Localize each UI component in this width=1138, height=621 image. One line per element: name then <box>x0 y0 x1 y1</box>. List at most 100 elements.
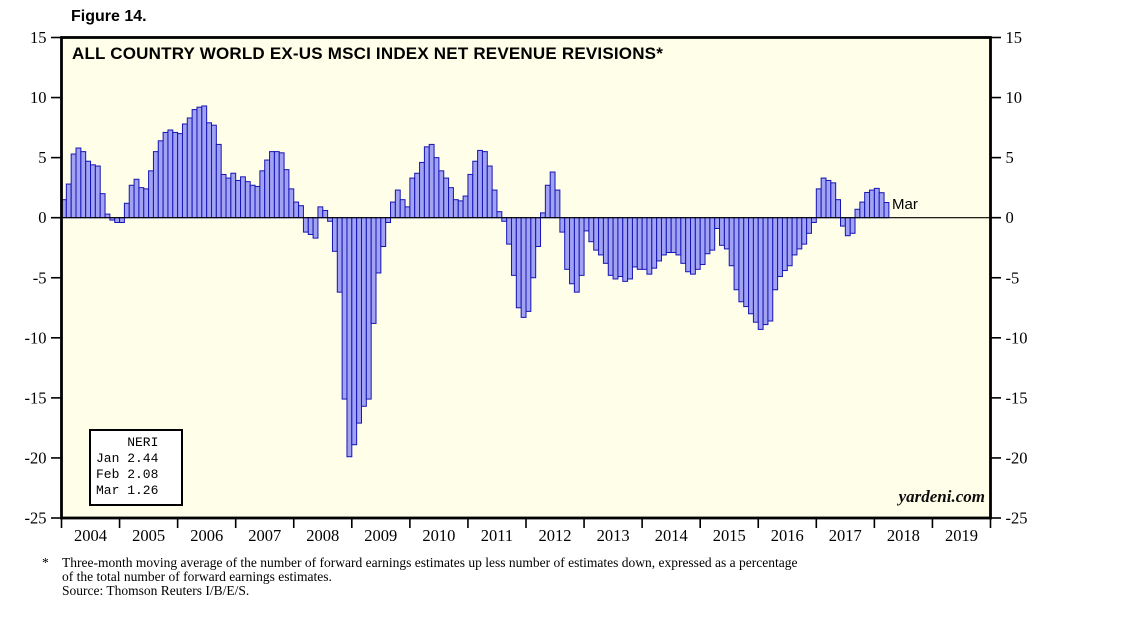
bar-2006-9 <box>215 143 222 219</box>
y-tick-label-left: -5 <box>33 268 47 287</box>
bar-2009-5 <box>370 217 377 324</box>
bar-2008-7 <box>322 209 329 219</box>
bar-2006-6 <box>201 105 208 219</box>
bar-2005-11 <box>167 129 174 219</box>
legend-row-feb: Feb 2.08 <box>96 467 159 482</box>
bar-2006-8 <box>210 124 217 219</box>
bar-2015-8 <box>733 217 740 291</box>
footnote-line-2: of the total number of forward earnings … <box>62 569 332 584</box>
bar-2008-10 <box>336 217 343 293</box>
bar-2004-8 <box>94 165 101 219</box>
bar-2012-5 <box>544 184 551 219</box>
bar-2012-10 <box>569 217 575 285</box>
x-year-label-2004: 2004 <box>74 526 107 545</box>
bar-2005-1 <box>119 217 125 223</box>
bar-2005-4 <box>133 178 140 219</box>
bar-2004-6 <box>85 160 92 219</box>
bar-2016-8 <box>791 217 798 256</box>
bar-2004-7 <box>90 164 96 219</box>
y-tick-label-left: 5 <box>38 148 46 167</box>
bar-2009-1 <box>351 217 358 446</box>
bar-2007-8 <box>269 151 275 219</box>
x-axis: 2004 2005 2006 2007 2008 2009 2010 2011 2012 2013… <box>60 519 992 545</box>
bar-2004-4 <box>75 147 82 219</box>
bar-2005-8 <box>152 151 159 219</box>
bar-2016-10 <box>801 217 808 245</box>
bar-2006-7 <box>206 122 213 219</box>
bar-2010-3 <box>419 161 425 219</box>
bar-2009-8 <box>385 217 392 223</box>
bar-2017-1 <box>815 188 822 219</box>
bar-2011-10 <box>510 217 517 276</box>
y-tick-label-left: 0 <box>38 208 46 227</box>
bar-2004-12 <box>114 217 121 223</box>
bar-2012-3 <box>535 217 542 248</box>
legend-row-jan: Jan 2.44 <box>96 451 159 466</box>
bar-2008-5 <box>312 217 319 239</box>
bar-2006-10 <box>220 173 227 219</box>
bar-2016-1 <box>757 217 764 330</box>
y-tick-label-right: -15 <box>1006 388 1028 407</box>
bar-2008-3 <box>302 217 309 233</box>
bar-2006-12 <box>230 172 237 219</box>
bar-2008-11 <box>341 217 348 400</box>
bar-2010-4 <box>423 146 430 219</box>
bar-2006-4 <box>191 109 198 219</box>
bar-2015-9 <box>738 217 745 303</box>
legend-box: NERI Jan 2.44 Feb 2.08 Mar 1.26 <box>89 429 183 506</box>
bar-2016-2 <box>762 217 769 326</box>
bar-2015-3 <box>709 217 716 251</box>
bar-2014-12 <box>694 217 701 270</box>
footnote-line-1: Three-month moving average of the number… <box>62 555 798 570</box>
bar-2013-2 <box>588 217 595 243</box>
bar-2005-2 <box>123 202 130 219</box>
bar-2013-12 <box>636 217 643 270</box>
bar-2011-9 <box>506 217 512 245</box>
bar-2006-11 <box>225 177 232 219</box>
bar-2015-7 <box>728 217 735 267</box>
bar-2007-12 <box>288 188 295 219</box>
bar-2016-7 <box>786 217 793 267</box>
bar-2012-12 <box>578 217 585 276</box>
bar-2005-7 <box>148 170 154 219</box>
bar-2017-5 <box>835 199 842 219</box>
bar-2013-8 <box>617 217 624 278</box>
bar-2013-9 <box>622 217 629 282</box>
x-year-label-2017: 2017 <box>829 526 862 545</box>
bar-2009-7 <box>380 217 387 248</box>
y-tick-label-left: -15 <box>25 388 47 407</box>
bar-2013-3 <box>593 217 600 251</box>
bar-2013-5 <box>602 217 609 264</box>
bar-2015-1 <box>699 217 706 266</box>
bar-2005-3 <box>128 184 135 219</box>
x-year-label-2018: 2018 <box>887 526 920 545</box>
bar-2011-3 <box>477 149 483 219</box>
bar-2007-3 <box>244 181 251 219</box>
bar-2013-7 <box>612 217 619 280</box>
bar-2014-11 <box>690 217 696 275</box>
bar-2016-9 <box>796 217 803 250</box>
bar-2007-6 <box>259 170 266 219</box>
figure-label: Figure 14. <box>71 8 147 25</box>
x-year-label-2005: 2005 <box>132 526 165 545</box>
bar-2013-6 <box>607 217 614 276</box>
bar-2009-6 <box>375 217 382 274</box>
bar-2017-6 <box>840 217 846 227</box>
y-tick-label-left: -20 <box>25 448 47 467</box>
bar-2016-3 <box>767 217 774 322</box>
bar-2010-5 <box>428 143 435 219</box>
bar-2007-2 <box>240 176 246 219</box>
x-year-label-2011: 2011 <box>481 526 513 545</box>
bar-2015-6 <box>723 217 730 250</box>
y-tick-label-right: -5 <box>1006 268 1020 287</box>
bar-2014-3 <box>651 217 658 269</box>
y-tick-label-right: 0 <box>1006 208 1014 227</box>
bar-2011-6 <box>491 189 498 219</box>
bar-2012-11 <box>573 217 580 293</box>
bar-2004-3 <box>70 153 77 219</box>
bar-2009-10 <box>394 189 401 219</box>
bar-2009-11 <box>399 199 406 219</box>
bar-2004-9 <box>99 193 106 219</box>
bar-2007-5 <box>254 185 261 219</box>
latest-point-label: Mar <box>892 196 918 213</box>
